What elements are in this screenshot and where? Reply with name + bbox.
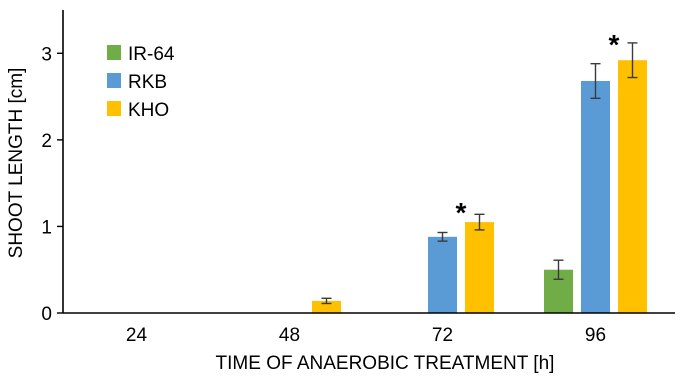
y-tick-label-1: 1 — [41, 217, 52, 238]
error-bar-rkb-72 — [437, 231, 448, 242]
legend-label-rkb: RKB — [128, 72, 167, 93]
x-axis-title: TIME OF ANAEROBIC TREATMENT [h] — [216, 353, 555, 374]
legend-swatch-ir-64 — [107, 45, 121, 60]
legend-label-kho: KHO — [128, 100, 169, 121]
bar-kho-96 — [618, 60, 647, 314]
x-ticks: 24 48 72 96 — [126, 325, 606, 346]
y-tick-label-2: 2 — [41, 131, 52, 152]
bars-layer — [312, 60, 647, 314]
bar-rkb-72 — [428, 236, 457, 313]
y-axis-title: SHOOT LENGTH [cm] — [6, 68, 27, 259]
significance-star-72: * — [456, 197, 467, 228]
bar-rkb-96 — [581, 80, 610, 313]
x-tick-label-48: 48 — [279, 325, 300, 346]
legend-swatch-rkb — [107, 73, 121, 88]
bar-kho-48 — [312, 300, 341, 313]
x-tick-label-72: 72 — [432, 325, 453, 346]
legend-label-ir-64: IR-64 — [128, 44, 175, 65]
y-tick-label-3: 3 — [41, 44, 52, 65]
x-tick-label-96: 96 — [585, 325, 606, 346]
error-bar-rkb-96 — [590, 62, 601, 100]
legend-swatch-kho — [107, 101, 121, 116]
annotations: ** — [456, 29, 620, 228]
error-bar-ir-64-96 — [553, 259, 564, 280]
error-bar-kho-96 — [627, 42, 638, 79]
bar-kho-72 — [465, 222, 494, 313]
significance-star-96: * — [609, 29, 620, 60]
x-tick-label-24: 24 — [126, 325, 148, 346]
error-bars-layer — [321, 42, 638, 305]
legend: IR-64 RKB KHO — [107, 44, 175, 121]
y-ticks: 0 1 2 3 — [41, 44, 63, 325]
error-bar-kho-72 — [474, 213, 485, 231]
y-tick-label-0: 0 — [41, 304, 52, 325]
error-bar-kho-48 — [321, 297, 332, 305]
